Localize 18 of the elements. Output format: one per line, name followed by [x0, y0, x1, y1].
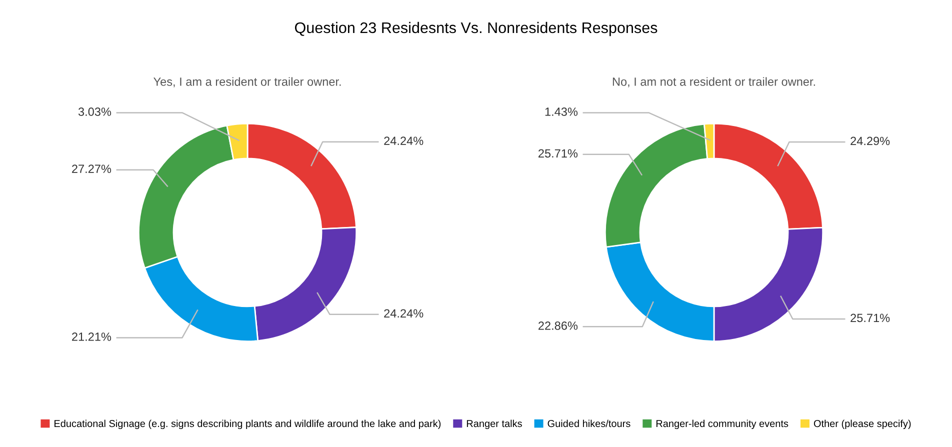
legend-label: Guided hikes/tours	[548, 420, 630, 428]
chart-subtitle: Yes, I am a resident or trailer owner.	[154, 77, 341, 88]
data-label: 1.43%	[545, 108, 578, 116]
data-label: 24.24%	[384, 136, 424, 145]
data-label: 25.71%	[538, 149, 578, 158]
legend-label: Educational Signage (e.g. signs describing plants and wildlife around the lake and park)	[54, 420, 441, 430]
chart-title: Question 23 Residesnts Vs. Nonresidents Responses	[295, 22, 658, 36]
data-label: 27.27%	[72, 164, 112, 173]
chart-subtitle: No, I am not a resident or trailer owner.	[612, 77, 815, 88]
data-label: 22.86%	[538, 321, 578, 330]
data-label: 25.71%	[850, 314, 890, 322]
data-label: 3.03%	[78, 108, 112, 116]
legend-label: Other (please specify)	[814, 420, 911, 430]
data-label: 24.29%	[850, 136, 890, 146]
data-label: 24.24%	[384, 309, 424, 318]
legend-label: Ranger-led community events	[656, 420, 788, 430]
legend-label: Ranger talks	[466, 420, 522, 430]
data-label: 21.21%	[72, 332, 112, 341]
